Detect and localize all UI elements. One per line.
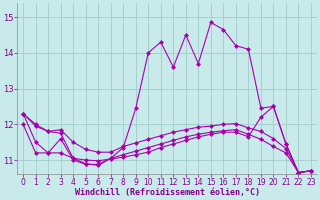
X-axis label: Windchill (Refroidissement éolien,°C): Windchill (Refroidissement éolien,°C) bbox=[75, 188, 260, 197]
